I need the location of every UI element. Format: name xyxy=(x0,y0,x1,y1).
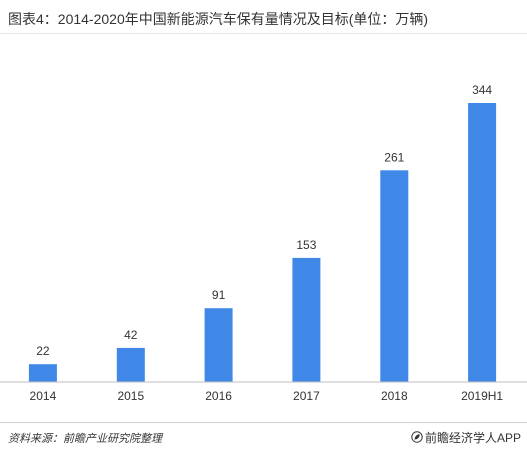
data-label-2015: 42 xyxy=(124,328,138,342)
bar-2018 xyxy=(380,170,409,382)
leaf-icon xyxy=(411,431,423,443)
bar-2016 xyxy=(204,308,233,382)
bar-2019H1 xyxy=(468,103,497,382)
data-label-2017: 153 xyxy=(296,238,316,252)
brand-label: 前瞻经济学人APP xyxy=(411,429,521,446)
source-note: 资料来源：前瞻产业研究院整理 xyxy=(8,433,162,445)
x-tick-label-2018: 2018 xyxy=(381,389,408,403)
chart-title: 图表4：2014-2020年中国新能源汽车保有量情况及目标(单位：万辆) xyxy=(8,11,429,27)
bar-2015 xyxy=(116,347,145,382)
x-tick-label-2015: 2015 xyxy=(117,389,144,403)
bar-2014 xyxy=(28,364,57,382)
x-tick-label-2019H1: 2019H1 xyxy=(461,389,503,403)
bar-2017 xyxy=(292,257,321,382)
x-tick-label-2014: 2014 xyxy=(30,389,57,403)
footer-divider xyxy=(0,422,527,423)
x-tick-label-2017: 2017 xyxy=(293,389,320,403)
data-label-2014: 22 xyxy=(36,344,50,358)
data-label-2018: 261 xyxy=(384,150,404,164)
x-tick-label-2016: 2016 xyxy=(205,389,232,403)
data-label-2019H1: 344 xyxy=(472,83,492,97)
title-divider xyxy=(0,33,527,34)
data-label-2016: 91 xyxy=(212,288,226,302)
brand-text: 前瞻经济学人APP xyxy=(424,431,521,445)
